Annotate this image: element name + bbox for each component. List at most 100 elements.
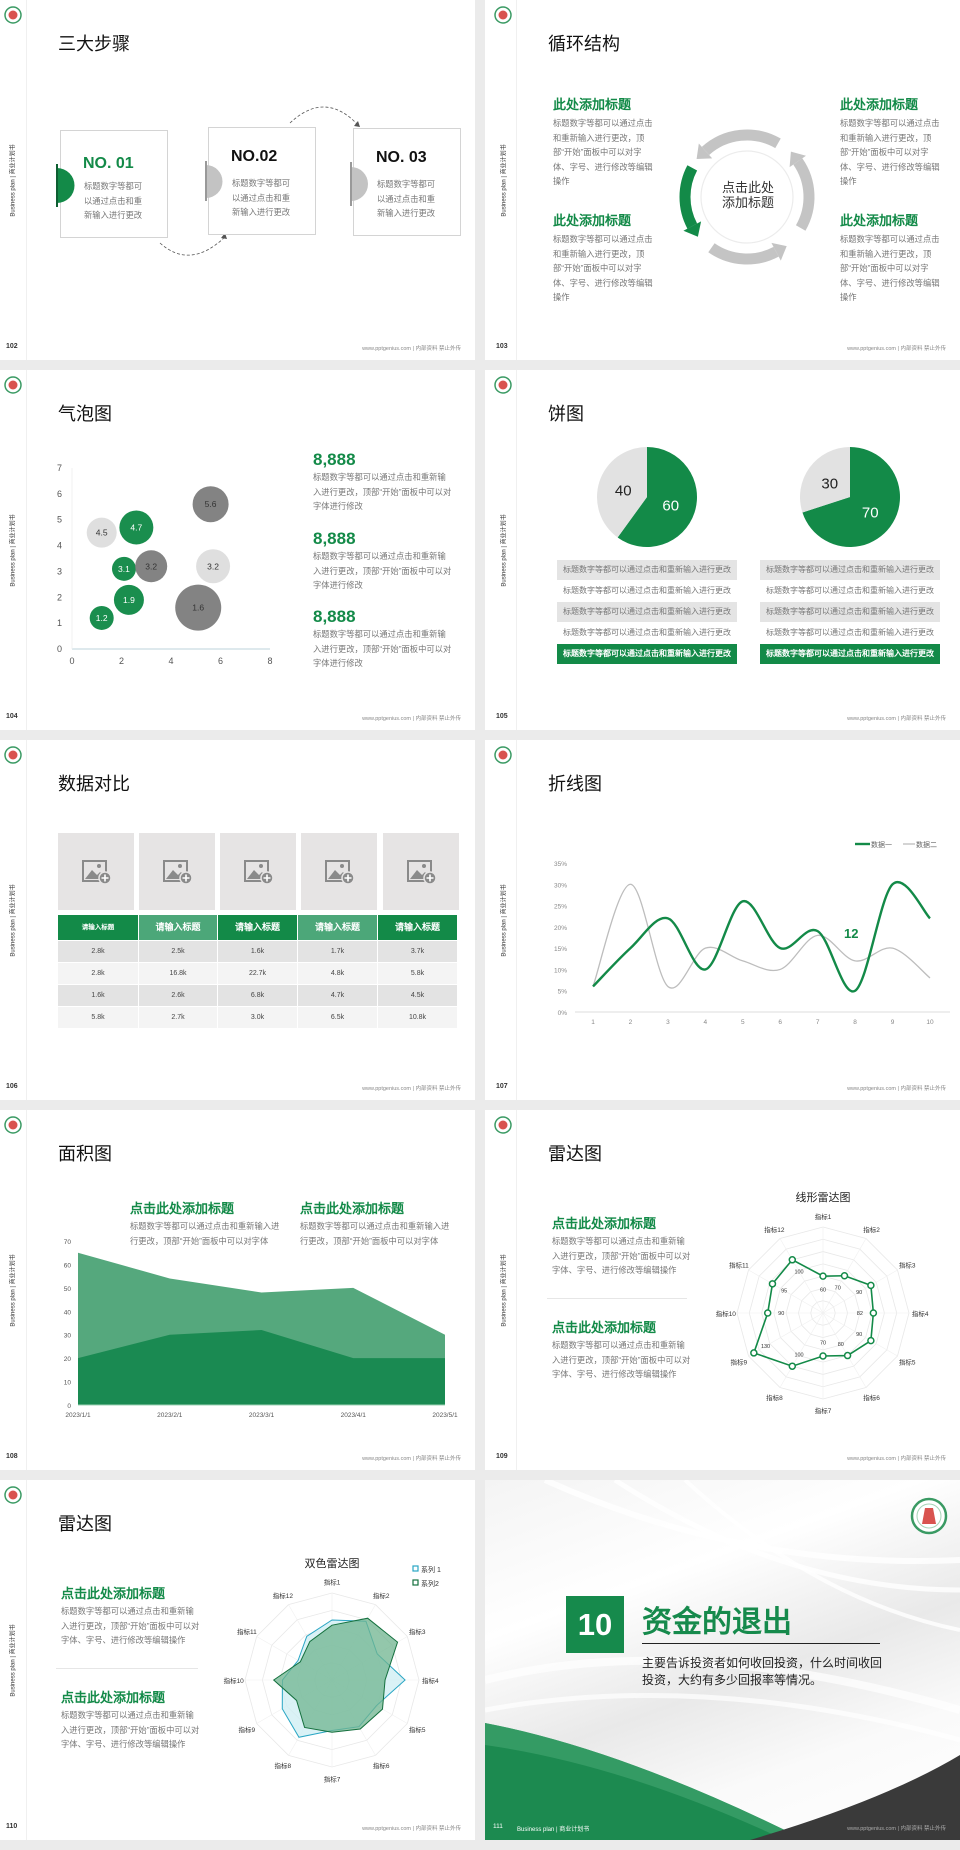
stat-block-1: 8,888 标题数字等都可以通过点击和重新输入进行更改，顶部“开始”面板中可以对…: [313, 450, 453, 514]
table-cell: 2.7k: [139, 1007, 217, 1028]
logo-icon: [4, 1116, 22, 1134]
footer-text: www.pptgenius.com | 内部资料 禁止外传: [362, 716, 461, 722]
image-placeholder[interactable]: [301, 833, 377, 910]
y-tick-label: 5: [57, 515, 62, 525]
image-placeholder[interactable]: [139, 833, 215, 910]
pie-slice: [800, 447, 850, 513]
radar-data-label: 90: [856, 1332, 862, 1338]
legend-label: 系列 1: [421, 1565, 441, 1574]
block-title: 点击此处添加标题: [552, 1320, 657, 1335]
block-body: 标题数字等都可以通过点击和重新输入进行更改，顶部“开始”面板中可以对字体、字号、…: [552, 1236, 691, 1275]
step-body: 标题数字等都可以通过点击和重新输入进行更改: [232, 178, 291, 217]
y-tick-label: 6: [57, 489, 62, 499]
radar-axis-label: 指标5: [899, 1358, 916, 1367]
stat-value: 8,888: [313, 529, 356, 548]
image-placeholder[interactable]: [58, 833, 134, 910]
bubble: [175, 584, 222, 631]
sidebar-divider: [516, 0, 517, 360]
chart-title: 双色雷达图: [305, 1556, 360, 1570]
radar-axis-label: 指标12: [273, 1591, 294, 1600]
x-tick-label: 8: [267, 656, 272, 666]
slide-102[interactable]: Business plan | 商业计划书 102 www.pptgenius.…: [0, 0, 475, 360]
slide-105[interactable]: Business plan | 商业计划书 105 www.pptgenius.…: [485, 370, 960, 730]
section-number: 10: [577, 1607, 613, 1642]
slide-108[interactable]: Business plan | 商业计划书 108 www.pptgenius.…: [0, 1110, 475, 1470]
x-tick-label: 2: [629, 1019, 633, 1026]
y-tick-label: 35%: [554, 861, 567, 868]
slide-110[interactable]: Business plan | 商业计划书 110 www.pptgenius.…: [0, 1480, 475, 1840]
table-cell: 3.7k: [378, 941, 457, 962]
radar-axis-label: 指标12: [764, 1225, 785, 1234]
slide-104[interactable]: Business plan | 商业计划书 104 www.pptgenius.…: [0, 370, 475, 730]
sidebar-divider: [26, 370, 27, 730]
table-cell: 4.5k: [378, 985, 457, 1006]
image-placeholder[interactable]: [383, 833, 459, 910]
block-body: 标题数字等都可以通过点击和重新输入进行更改，顶部“开始”面板中可以对字体、字号、…: [840, 234, 940, 302]
pie-slice: [617, 447, 697, 547]
block-body: 标题数字等都可以通过点击和重新输入进行更改，顶部“开始”面板中可以对字体、字号、…: [61, 1606, 200, 1645]
radar-axis-label: 指标10: [224, 1676, 245, 1685]
pie-slice: [597, 447, 647, 538]
slide-111[interactable]: 10 资金的退出 主要告诉投资者如何收回投资，什么时间收回投资，大约有多少回报率…: [485, 1480, 960, 1840]
page-number: 103: [496, 343, 508, 350]
sidebar-divider: [26, 1110, 27, 1470]
radar-axis-label: 指标8: [766, 1393, 783, 1402]
radar-marker: [867, 1336, 875, 1345]
slide-title: 三大步骤: [58, 34, 130, 54]
footer-text: www.pptgenius.com | 内部资料 禁止外传: [362, 346, 461, 352]
radar-spoke: [779, 1238, 824, 1314]
slide-109[interactable]: Business plan | 商业计划书 109 www.pptgenius.…: [485, 1110, 960, 1470]
bubble-label: 4.5: [96, 528, 108, 538]
caption-row: 标题数字等都可以通过点击和重新输入进行更改: [557, 623, 737, 643]
radar-marker: [869, 1309, 878, 1317]
cycle-center-circle: [700, 150, 794, 244]
y-tick-label: 5%: [558, 989, 568, 996]
text-block-1: 点击此处添加标题 标题数字等都可以通过点击和重新输入进行更改，顶部“开始”面板中…: [130, 1198, 285, 1248]
radar-axis-label: 指标3: [899, 1260, 916, 1269]
footer-text: www.pptgenius.com | 内部资料 禁止外传: [362, 1826, 461, 1832]
y-tick-label: 15%: [554, 946, 567, 953]
y-tick-label: 50: [64, 1286, 72, 1293]
radar-marker: [750, 1349, 758, 1357]
slide-103[interactable]: Business plan | 商业计划书 103 www.pptgenius.…: [485, 0, 960, 360]
block-divider: [547, 1298, 687, 1299]
stat-block-2: 8,888 标题数字等都可以通过点击和重新输入进行更改，顶部“开始”面板中可以对…: [313, 529, 453, 593]
radar-data-label: 90: [856, 1290, 862, 1296]
page-number: 109: [496, 1453, 508, 1460]
caption-row: 标题数字等都可以通过点击和重新输入进行更改: [760, 623, 940, 643]
table-header-cell: 请输入标题: [58, 915, 138, 940]
page-number: 107: [496, 1083, 508, 1090]
footer-text: www.pptgenius.com | 内部资料 禁止外传: [847, 1456, 946, 1462]
step-number: NO. 01: [83, 155, 134, 172]
x-tick-label: 2023/5/1: [432, 1412, 458, 1419]
slide-106[interactable]: Business plan | 商业计划书 106 www.pptgenius.…: [0, 740, 475, 1100]
y-tick-label: 40: [64, 1309, 72, 1316]
slide-title: 饼图: [548, 404, 584, 424]
block-body: 标题数字等都可以通过点击和重新输入进行更改，顶部“开始”面板中可以对字体、字号、…: [552, 1340, 691, 1379]
block-title: 此处添加标题: [553, 213, 632, 228]
pie-slice: [802, 447, 900, 547]
half-circle-gray: [206, 165, 223, 198]
logo-icon: [494, 376, 512, 394]
step-body: 标题数字等都可以通过点击和重新输入进行更改: [377, 179, 436, 218]
bubble: [89, 605, 114, 630]
page-number: 108: [6, 1453, 18, 1460]
step-card-1: NO. 01 标题数字等都可以通过点击和重新输入进行更改: [60, 130, 168, 238]
legend-label: 数据一: [871, 840, 892, 849]
radar-axis-label: 指标6: [373, 1761, 390, 1770]
slide-title: 雷达图: [548, 1144, 602, 1164]
y-tick-label: 25%: [554, 904, 567, 911]
bubble-label: 4.7: [130, 522, 142, 532]
table-cell: 2.8k: [58, 941, 138, 962]
chart-title: 线形雷达图: [796, 1190, 851, 1204]
bubble-label: 1.9: [123, 595, 135, 605]
sidebar-text: Business plan | 商业计划书: [10, 884, 17, 957]
add-image-icon: [407, 860, 437, 885]
image-placeholder[interactable]: [220, 833, 296, 910]
cycle-arrow-right: [793, 158, 815, 231]
table-header-cell: 请输入标题: [218, 915, 297, 940]
page-number: 106: [6, 1083, 18, 1090]
slide-107[interactable]: Business plan | 商业计划书 107 www.pptgenius.…: [485, 740, 960, 1100]
text-block-bottom-right: 此处添加标题 标题数字等都可以通过点击和重新输入进行更改，顶部“开始”面板中可以…: [840, 210, 945, 305]
cycle-diagram: [679, 129, 815, 265]
